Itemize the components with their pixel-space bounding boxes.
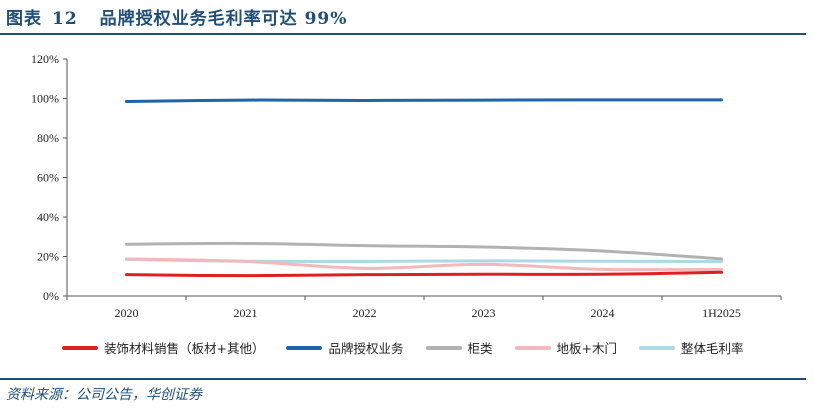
figure-title-text: 品牌授权业务毛利率可达 99% xyxy=(99,9,348,29)
legend-item: 柜类 xyxy=(425,338,493,357)
legend-item: 装饰材料销售（板材+其他） xyxy=(62,338,264,357)
x-tick-label: 1H2025 xyxy=(702,306,741,320)
chart-axes: 0% 20% 40% 60% 80% 100% 120% 2020 2021 2022 2023 20… xyxy=(31,52,782,320)
legend-swatch xyxy=(639,345,675,350)
series-line xyxy=(125,257,723,272)
legend-label: 地板+木门 xyxy=(556,341,617,356)
source-note: 资料来源：公司公告，华创证券 xyxy=(6,387,202,403)
series-line xyxy=(125,270,723,278)
chart-legend: 装饰材料销售（板材+其他） 品牌授权业务 柜类 地板+木门 整体毛利率 xyxy=(62,338,766,357)
legend-label: 装饰材料销售（板材+其他） xyxy=(104,341,265,356)
legend-swatch xyxy=(286,345,323,350)
x-tick-label: 2020 xyxy=(115,306,139,320)
legend-label: 整体毛利率 xyxy=(681,341,744,356)
x-tick-label: 2022 xyxy=(353,306,377,320)
y-tick-label: 120% xyxy=(31,52,59,66)
legend-label: 品牌授权业务 xyxy=(328,341,404,356)
line-chart: 0% 20% 40% 60% 80% 100% 120% 2020 2021 2022 2023 20… xyxy=(31,52,782,320)
legend-swatch xyxy=(425,345,462,350)
y-tick-label: 0% xyxy=(43,289,59,303)
series-line xyxy=(125,241,723,261)
legend-item: 整体毛利率 xyxy=(639,338,744,357)
y-tick-label: 80% xyxy=(37,131,59,145)
top-rule xyxy=(0,33,806,35)
legend-label: 柜类 xyxy=(467,341,493,356)
x-tick-label: 2023 xyxy=(472,306,496,320)
figure-title: 图表 12 品牌授权业务毛利率可达 99% xyxy=(6,4,347,29)
chart-series-lines xyxy=(125,98,723,278)
y-tick-label: 20% xyxy=(37,250,59,264)
bottom-rule xyxy=(0,378,806,380)
x-tick-label: 2021 xyxy=(234,306,258,320)
legend-item: 地板+木门 xyxy=(514,338,617,357)
y-tick-label: 60% xyxy=(37,171,59,185)
figure-number: 12 xyxy=(52,9,78,29)
figure-label: 图表 xyxy=(6,9,42,29)
y-tick-label: 40% xyxy=(37,210,59,224)
legend-swatch xyxy=(514,345,551,350)
y-tick-label: 100% xyxy=(31,92,59,106)
legend-item: 品牌授权业务 xyxy=(286,338,404,357)
x-tick-label: 2024 xyxy=(591,306,615,320)
legend-swatch xyxy=(62,345,98,350)
series-line xyxy=(125,98,723,103)
